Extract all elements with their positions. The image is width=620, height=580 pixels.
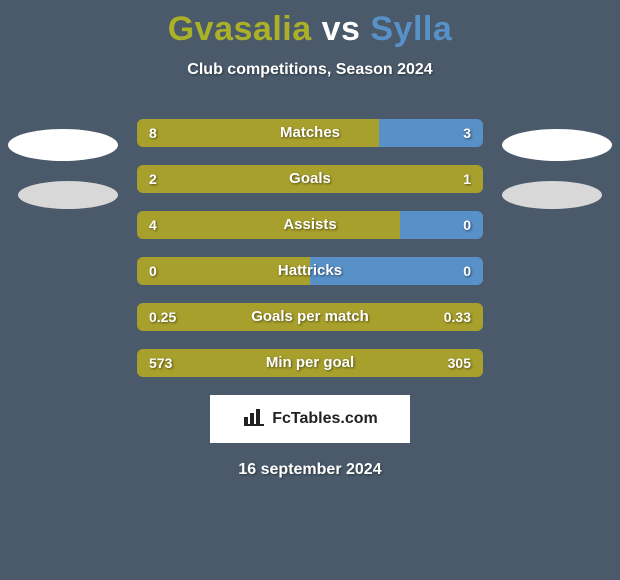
stat-row: 00Hattricks [137,257,483,285]
source-text: FcTables.com [272,410,378,428]
stat-label: Min per goal [137,349,483,377]
stat-label: Hattricks [137,257,483,285]
season-subtitle: Club competitions, Season 2024 [0,61,620,79]
source-badge: FcTables.com [210,395,410,443]
player-left-avatar-placeholder [8,129,118,161]
stat-row: 40Assists [137,211,483,239]
stat-label: Matches [137,119,483,147]
stat-label: Assists [137,211,483,239]
player-right-name: Sylla [370,10,452,48]
stat-label: Goals [137,165,483,193]
stat-bars-container: 83Matches 21Goals 40Assists 00Hattricks 0.25… [137,119,483,377]
stat-label: Goals per match [137,303,483,331]
player-left-team-placeholder [18,181,118,209]
comparison-title: Gvasalia vs Sylla [0,0,620,49]
stat-row: 83Matches [137,119,483,147]
date-label: 16 september 2024 [0,461,620,479]
vs-separator: vs [322,10,361,48]
player-right-team-placeholder [502,181,602,209]
chart-icon [242,405,266,434]
comparison-content: 83Matches 21Goals 40Assists 00Hattricks 0.25… [0,119,620,479]
stat-row: 21Goals [137,165,483,193]
stat-row: 573305Min per goal [137,349,483,377]
player-right-avatar-placeholder [502,129,612,161]
stat-row: 0.250.33Goals per match [137,303,483,331]
player-left-name: Gvasalia [168,10,312,48]
